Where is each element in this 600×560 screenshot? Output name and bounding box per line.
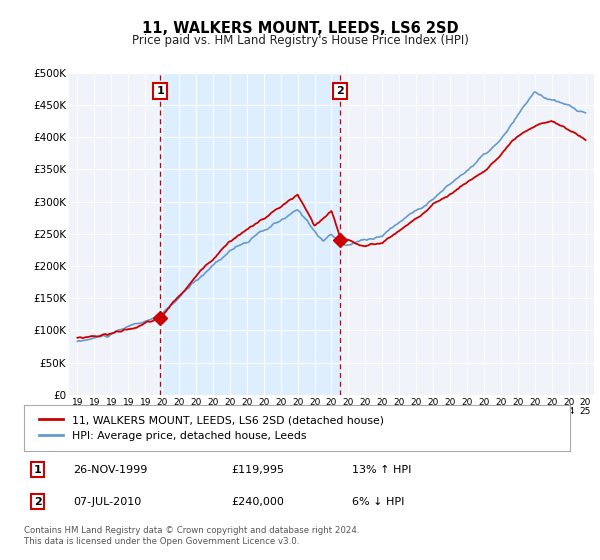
Text: 13% ↑ HPI: 13% ↑ HPI	[352, 465, 411, 475]
Text: 11, WALKERS MOUNT, LEEDS, LS6 2SD: 11, WALKERS MOUNT, LEEDS, LS6 2SD	[142, 21, 458, 36]
Bar	[160, 73, 340, 395]
Text: 07-JUL-2010: 07-JUL-2010	[73, 497, 142, 507]
Text: 6% ↓ HPI: 6% ↓ HPI	[352, 497, 404, 507]
Text: 2: 2	[337, 86, 344, 96]
Text: Price paid vs. HM Land Registry's House Price Index (HPI): Price paid vs. HM Land Registry's House …	[131, 34, 469, 46]
Legend: 11, WALKERS MOUNT, LEEDS, LS6 2SD (detached house), HPI: Average price, detached: 11, WALKERS MOUNT, LEEDS, LS6 2SD (detac…	[35, 411, 388, 445]
Text: 1: 1	[34, 465, 41, 475]
Text: Contains HM Land Registry data © Crown copyright and database right 2024.
This d: Contains HM Land Registry data © Crown c…	[24, 526, 359, 546]
Text: 2: 2	[34, 497, 41, 507]
Text: 1: 1	[157, 86, 164, 96]
Text: £119,995: £119,995	[232, 465, 284, 475]
Text: £240,000: £240,000	[232, 497, 284, 507]
Text: 26-NOV-1999: 26-NOV-1999	[73, 465, 148, 475]
